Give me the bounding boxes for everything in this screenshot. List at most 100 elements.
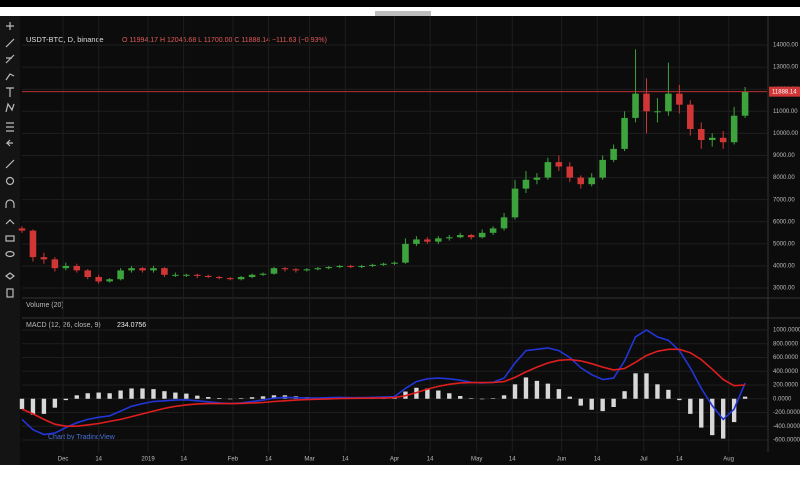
y-tick-label: -400.0000 [773,424,800,430]
magnet-tool[interactable] [5,199,15,208]
candle-body [51,259,59,269]
candle-body [303,269,311,271]
histogram-bar [173,392,178,399]
candle-body [522,179,530,189]
histogram-bar [490,398,496,399]
histogram-bar [447,393,452,399]
candle-body [708,137,716,141]
y-tick-label: -600.0000 [773,438,800,444]
candle-body [654,111,661,113]
x-tick-label: Jul [640,457,648,463]
x-tick-label: Mar [304,457,314,463]
histogram-bar [611,398,616,407]
candle-body [610,148,617,160]
candle-body [577,177,585,185]
candle-body [456,235,464,238]
candle-body [18,228,26,231]
x-tick-label: 14 [180,457,187,463]
histogram-bar [260,396,266,399]
histogram-bar [162,391,167,399]
macd-value: 234.0756 [117,322,146,329]
histogram-bar [666,389,671,399]
x-tick-label: 14 [427,457,434,463]
candle-body [358,265,365,268]
histogram-bar [677,398,682,401]
x-tick-label: Jun [557,457,567,463]
signal-line [21,348,746,427]
candle-body [215,277,223,279]
histogram-bar [96,392,101,399]
histogram-bar [512,384,518,399]
candle-body [62,265,70,269]
pattern-tool[interactable] [5,102,15,113]
candle-body [369,264,376,266]
back-tool[interactable] [5,139,13,147]
candle-body [259,273,267,275]
candle-body [533,177,541,180]
candle-body [621,117,628,149]
x-tick-label: 14 [594,457,601,463]
y-tick-label: 8000.00 [773,175,795,181]
y-tick-label: 6000.00 [773,219,795,225]
histogram-bar [151,389,156,399]
histogram-bar [184,393,189,399]
candle-body [40,257,48,260]
fib-tool[interactable] [6,122,14,132]
candle-body [161,268,168,275]
y-tick-label: 11000.00 [773,109,798,115]
histogram-bar [731,398,737,423]
histogram-bar [52,398,58,408]
histogram-bar [195,395,200,399]
candle-body [29,230,37,258]
candle-body [588,177,595,185]
histogram-bar [249,397,255,399]
candle-body [391,262,398,264]
crosshair-tool[interactable] [6,22,14,30]
layers-tool[interactable] [5,272,15,280]
candle-body [719,137,727,143]
histogram-bar [41,398,47,414]
ruler-tool[interactable] [5,159,15,169]
histogram-bar [699,398,704,428]
candle-body [281,268,289,270]
histogram-bar [217,398,222,399]
candle-body [139,268,146,271]
y-tick-label: 400.0000 [773,369,799,375]
trash-tool[interactable] [6,288,14,298]
draw-mode-tool[interactable] [5,219,15,225]
x-tick-label: 14 [265,457,272,463]
y-tick-label: 600.0000 [773,355,799,361]
y-tick-label: 7000.00 [773,197,795,203]
candle-body [380,263,387,265]
lock-tool[interactable] [5,235,15,242]
candle-body [336,265,344,268]
zoom-tool[interactable] [5,176,15,186]
candle-body [665,93,672,112]
histogram-bar [469,398,474,399]
x-tick-label: Dec [58,457,69,463]
candle-body [106,279,113,282]
trend-line-tool[interactable] [5,38,15,48]
y-tick-label: 3000.00 [773,286,795,292]
pitchfork-tool[interactable] [5,54,15,64]
top-bar [0,0,800,7]
histogram-bar [622,391,627,399]
histogram-bar [74,395,79,399]
y-tick-label: 10000.00 [773,131,799,137]
histogram-bar [129,388,134,399]
toolbar-icons [5,22,15,298]
histogram-bar [271,395,277,399]
y-tick-label: 200.0000 [773,383,799,389]
y-tick-label: 4000.00 [773,264,795,270]
volume-label: Volume (20) [26,302,64,309]
brush-tool[interactable] [5,73,15,81]
histogram-bar [19,398,25,410]
x-tick-label: May [471,457,482,463]
text-tool[interactable] [6,87,14,97]
visibility-tool[interactable] [5,250,15,258]
x-tick-label: Aug [723,457,734,463]
x-tick-label: Feb [228,457,239,463]
histogram-bar [238,398,244,399]
